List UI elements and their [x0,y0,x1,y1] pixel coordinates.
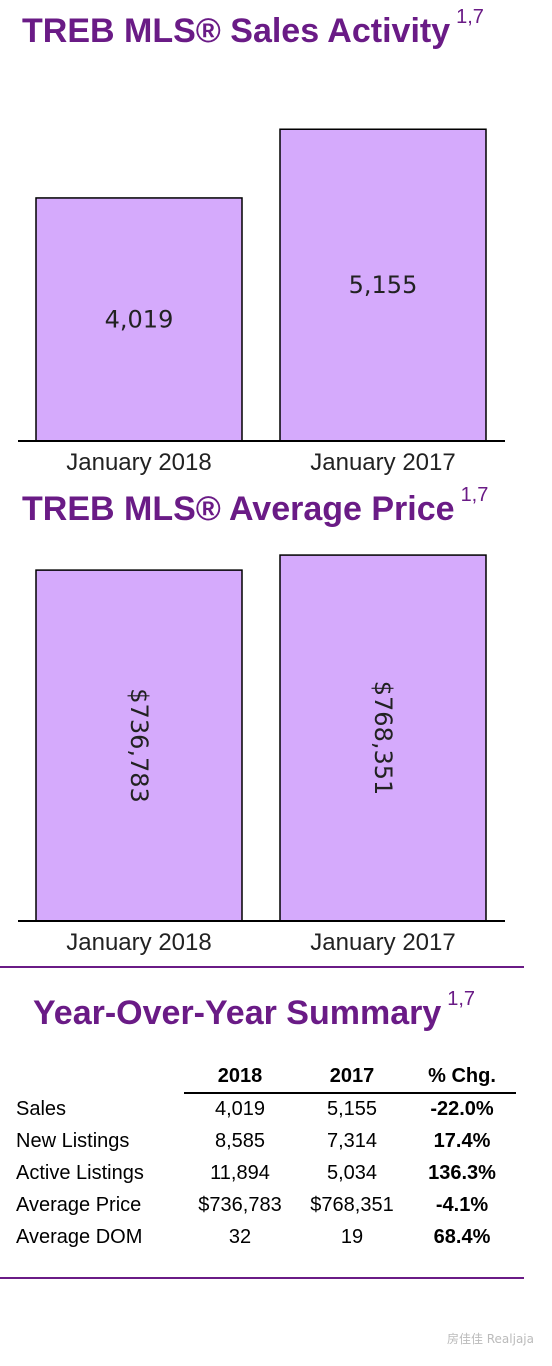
sales-chart-title-text: TREB MLS® Sales Activity [22,12,451,50]
summary-header-row: 2018 2017 % Chg. [16,1063,516,1094]
table-row: Sales 4,019 5,155 -22.0% [16,1093,516,1126]
price-bar-value-label-1: $768,351 [369,681,397,796]
cell-2017: $768,351 [310,1194,394,1216]
price-bar-1 [279,554,487,922]
summary-title: Year-Over-Year Summary 1,7 [33,988,552,1033]
price-bar-chart: $736,783 January 2018 $768,351 January 2017 [18,554,505,956]
cell-2018: 11,894 [210,1162,270,1184]
cell-2017: 5,155 [326,1098,378,1120]
summary-footnote: 1,7 [447,988,476,1010]
cell-chg: 68.4% [433,1226,491,1248]
watermark: 房佳佳 Realjaja [446,1332,534,1346]
sales-bar-value-label-0: 4,019 [105,305,174,333]
row-label-active-listings: Active Listings [16,1162,144,1184]
cell-2018: 4,019 [214,1098,266,1120]
summary-title-text: Year-Over-Year Summary [33,994,442,1032]
cell-2018: 8,585 [214,1130,266,1152]
sales-chart-title: TREB MLS® Sales Activity 1,7 [22,6,552,51]
table-row: New Listings 8,585 7,314 17.4% [16,1126,516,1158]
section-divider-bottom [0,1277,524,1279]
sales-bar-0 [35,197,243,442]
sales-category-label-1: January 2017 [310,449,455,476]
price-category-label-0: January 2018 [66,929,211,956]
sales-bar-chart: 4,019 January 2018 5,155 January 2017 [18,128,505,476]
price-chart-title: TREB MLS® Average Price 1,7 [22,484,552,529]
sales-bar-1 [279,128,487,442]
cell-2018: $736,783 [198,1194,282,1216]
summary-table: 2018 2017 % Chg. Sales 4,019 5,155 -22.0… [16,1063,516,1254]
cell-2018: 32 [228,1226,252,1248]
section-divider [0,966,524,968]
sales-category-label-0: January 2018 [66,449,211,476]
cell-chg: -22.0% [430,1098,494,1120]
price-category-label-1: January 2017 [310,929,455,956]
price-chart-footnote: 1,7 [460,484,489,506]
cell-2017: 19 [340,1226,364,1248]
summary-header-blank [16,1063,184,1093]
row-label-new-listings: New Listings [16,1130,130,1152]
cell-chg: -4.1% [435,1194,489,1216]
summary-header-chg: % Chg. [408,1063,516,1094]
table-row: Average DOM 32 19 68.4% [16,1222,516,1254]
sales-chart-footnote: 1,7 [456,6,484,28]
table-row: Average Price $736,783 $768,351 -4.1% [16,1190,516,1222]
row-label-sales: Sales [16,1097,67,1120]
cell-2017: 5,034 [326,1162,378,1184]
cell-chg: 17.4% [433,1130,491,1152]
summary-header-2017: 2017 [296,1063,408,1094]
row-label-average-dom: Average DOM [16,1226,143,1248]
row-label-average-price: Average Price [16,1194,142,1216]
cell-chg: 136.3% [428,1162,496,1184]
sales-bar-value-label-1: 5,155 [349,271,418,299]
summary-header-2018: 2018 [184,1063,296,1094]
table-row: Active Listings 11,894 5,034 136.3% [16,1158,516,1190]
price-bar-value-label-0: $736,783 [125,688,153,803]
cell-2017: 7,314 [326,1130,378,1152]
price-chart-title-text: TREB MLS® Average Price [22,490,455,528]
